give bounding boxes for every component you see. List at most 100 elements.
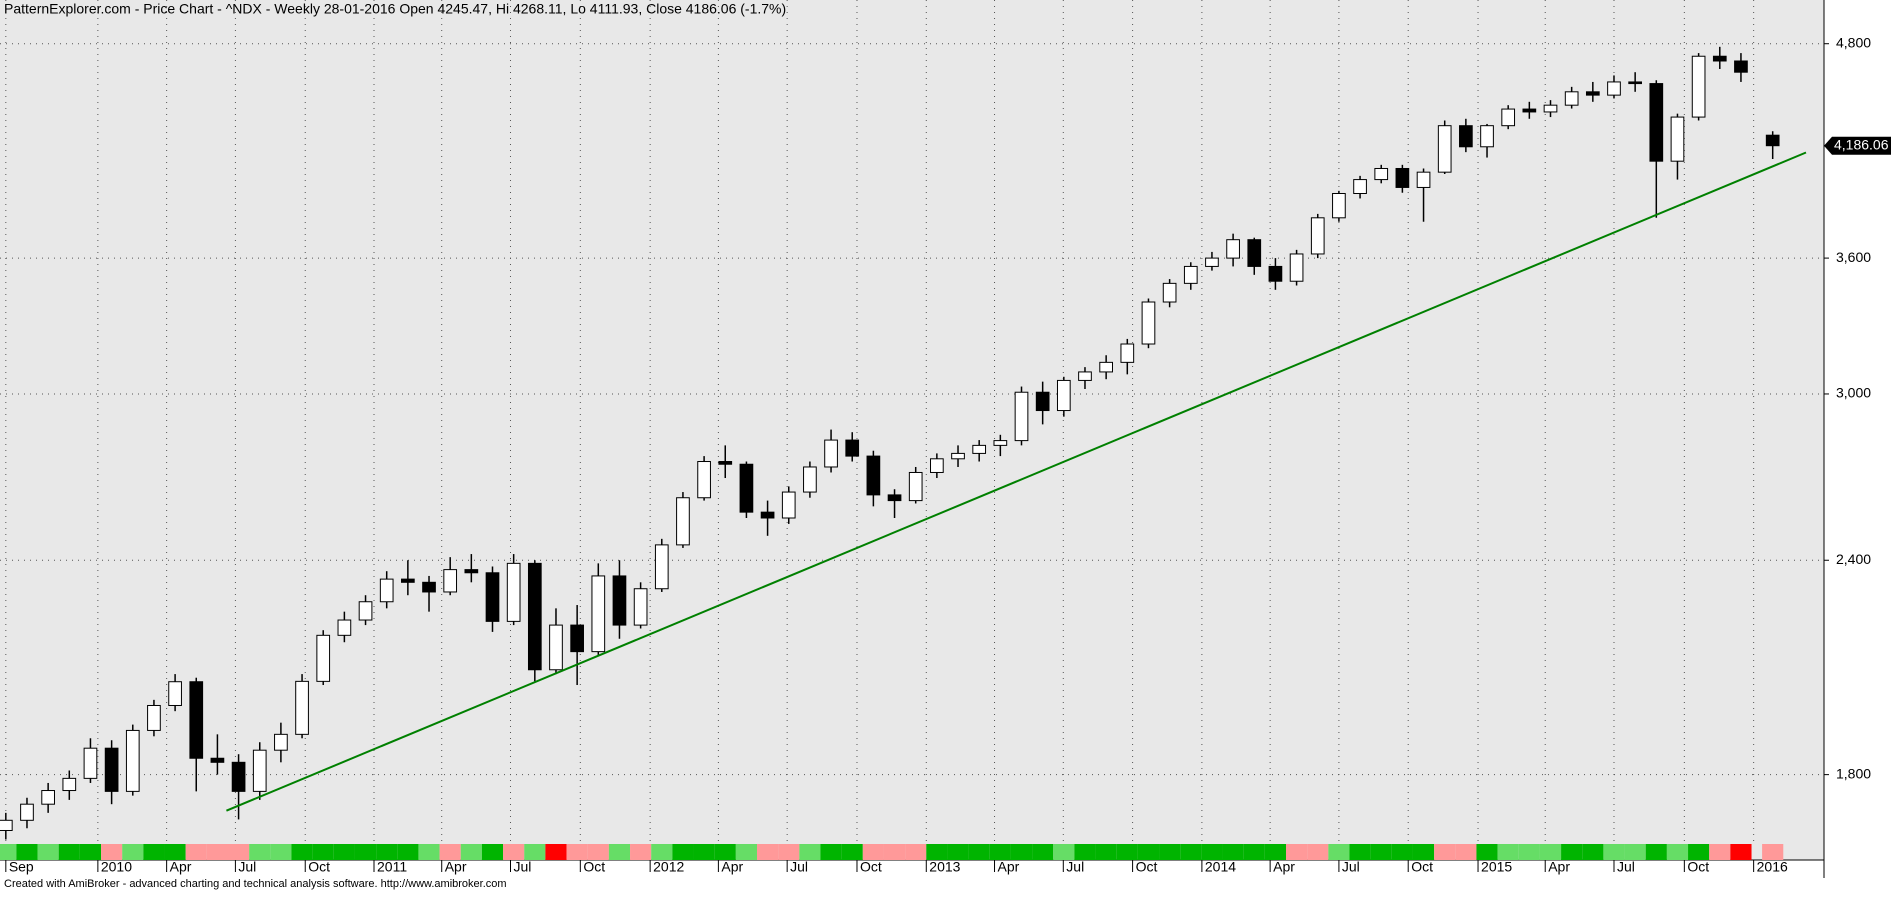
x-tick-label: Oct <box>860 859 882 875</box>
candle-body <box>1078 371 1092 381</box>
x-tick-label: 2013 <box>929 859 960 875</box>
candle-body <box>83 747 98 779</box>
indicator-segment <box>1603 844 1625 860</box>
trendline <box>226 151 1807 812</box>
chart-title: PatternExplorer.com - Price Chart - ^NDX… <box>4 1 786 17</box>
candle-body <box>1162 282 1177 303</box>
candle-body <box>1543 104 1558 113</box>
x-tick-label: Jul <box>1066 859 1084 875</box>
indicator-segment <box>439 844 461 860</box>
indicator-segment <box>799 844 821 860</box>
candle-body <box>295 680 309 735</box>
candle-body <box>739 463 754 513</box>
candle-body <box>1014 391 1029 442</box>
candle-body <box>464 569 479 574</box>
indicator-segment <box>1328 844 1350 860</box>
candle-body <box>20 803 34 821</box>
x-tick-label: 2011 <box>377 859 407 875</box>
candle-body <box>1522 108 1537 113</box>
candle-body <box>1353 179 1367 194</box>
candle-body <box>1628 81 1642 85</box>
candle-body <box>1712 55 1727 62</box>
indicator-segment <box>1180 844 1202 860</box>
indicator-segment <box>249 844 271 860</box>
x-tick-label: Apr <box>998 859 1020 875</box>
footer: Created with AmiBroker - advanced charti… <box>4 878 507 890</box>
x-tick-label: Apr <box>170 859 192 875</box>
candle-body <box>62 777 77 792</box>
indicator-segment <box>1116 844 1138 860</box>
indicator-segment <box>883 844 906 860</box>
indicator-segment <box>608 844 631 860</box>
indicator-segment <box>1730 844 1752 860</box>
indicator-segment <box>291 844 313 860</box>
indicator-segment <box>58 844 80 860</box>
indicator-segment <box>312 844 334 860</box>
indicator-segment <box>481 844 504 860</box>
candle-body <box>1056 379 1071 412</box>
indicator-segment <box>122 844 144 860</box>
indicator-segment <box>228 844 250 860</box>
indicator-segment <box>1264 844 1287 860</box>
y-tick-label: 1,800 <box>1836 765 1871 781</box>
candle-body <box>908 471 923 502</box>
candle-body <box>697 461 711 499</box>
indicator-segment <box>1688 844 1710 860</box>
indicator-segment <box>735 844 758 860</box>
indicator-segment <box>1010 844 1033 860</box>
indicator-segment <box>143 844 165 860</box>
indicator-segment <box>1455 844 1477 860</box>
indicator-segment <box>354 844 377 860</box>
candle-body <box>1268 265 1283 282</box>
indicator-segment <box>1412 844 1435 860</box>
candle-body <box>41 790 55 805</box>
indicator-segment <box>185 844 207 860</box>
indicator-segment <box>841 844 863 860</box>
candle-body <box>1649 83 1664 162</box>
candle-body <box>1480 125 1494 148</box>
y-tick-label: 3,000 <box>1836 385 1871 401</box>
indicator-segment <box>164 844 186 860</box>
candle-body <box>125 729 140 792</box>
candle-body <box>485 572 500 622</box>
candle-body <box>570 624 584 653</box>
candle-body <box>654 544 669 590</box>
x-tick-label: Oct <box>1136 859 1158 875</box>
indicator-segment <box>1497 844 1519 860</box>
last-price-box <box>1824 136 1891 155</box>
indicator-segment <box>418 844 440 860</box>
indicator-segment <box>1053 844 1075 860</box>
indicator-segment <box>206 844 228 860</box>
indicator-segment <box>545 844 567 860</box>
indicator-segment <box>1370 844 1392 860</box>
plot-background <box>0 0 1824 860</box>
candle-body <box>337 619 352 636</box>
candle-body <box>1205 257 1219 267</box>
candle-body <box>1734 60 1748 73</box>
indicator-segment <box>778 844 800 860</box>
indicator-segment <box>1561 844 1583 860</box>
candle-body <box>231 761 246 792</box>
x-tick-label: 2010 <box>101 859 132 875</box>
candle-body <box>1459 125 1473 148</box>
candle-body <box>549 624 563 671</box>
x-tick-label: Sep <box>9 859 34 875</box>
candle-body <box>1501 108 1516 127</box>
indicator-segment <box>968 844 990 860</box>
indicator-segment <box>1349 844 1371 860</box>
indicator-segment <box>37 844 59 860</box>
candle-body <box>401 578 415 583</box>
indicator-segment <box>714 844 736 860</box>
x-tick-label: Oct <box>1411 859 1433 875</box>
x-tick-label: Jul <box>238 859 256 875</box>
indicator-segment <box>1518 844 1540 860</box>
candle-body <box>443 569 458 593</box>
indicator-segment <box>693 844 715 860</box>
candle-body <box>147 704 161 731</box>
x-tick-label: Jul <box>513 859 531 875</box>
x-tick-label: Oct <box>1687 859 1709 875</box>
x-tick-label: 2012 <box>653 859 684 875</box>
candle-body <box>1564 91 1579 106</box>
candle-body <box>824 439 838 468</box>
